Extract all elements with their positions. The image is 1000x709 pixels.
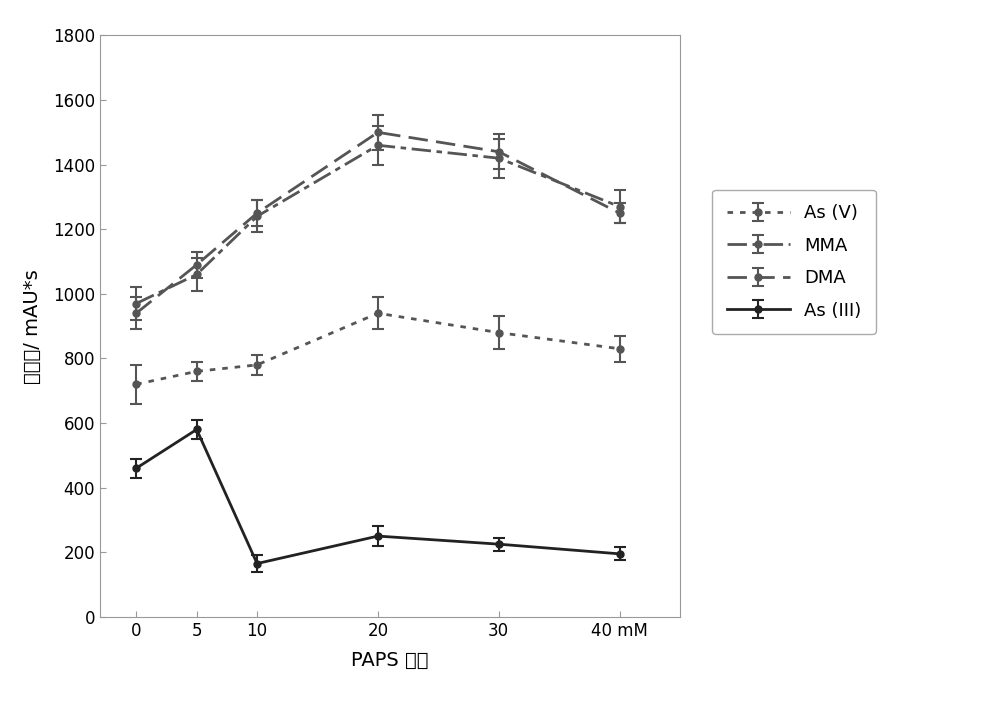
X-axis label: PAPS 浓度: PAPS 浓度 (351, 651, 429, 670)
Y-axis label: 峰面积/ mAU*s: 峰面积/ mAU*s (23, 269, 42, 384)
Legend: As (V), MMA, DMA, As (III): As (V), MMA, DMA, As (III) (712, 190, 876, 334)
